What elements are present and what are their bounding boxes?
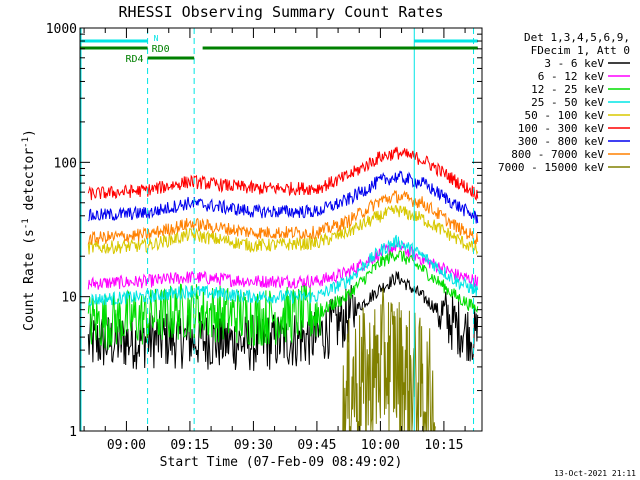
axis-layer: 1 10 100 1000 09:00 09:15 09:30 09:45 10:00 10:15 (46, 22, 482, 453)
legend-label-7000-15000-kev: 7000 - 15000 keV (498, 161, 604, 174)
legend-label-50-100-kev: 50 - 100 keV (525, 109, 605, 122)
series-800-7000-kev (87, 189, 479, 245)
y-tick-label-1000: 1000 (46, 22, 77, 37)
legend: Det 1,3,4,5,6,9, FDecim 1, Att 0 3 - 6 k… (498, 31, 630, 174)
legend-header-2: FDecim 1, Att 0 (531, 44, 630, 57)
series-3-6-kev (87, 270, 479, 371)
x-tick-label-1015: 10:15 (424, 438, 463, 453)
series-50-100-kev (87, 205, 479, 256)
series-6-12-kev (87, 239, 479, 290)
x-tick-label-0900: 09:00 (107, 438, 146, 453)
series-300-800-kev (87, 170, 479, 224)
legend-label-300-800-kev: 300 - 800 keV (518, 135, 604, 148)
legend-label-25-50-kev: 25 - 50 keV (531, 96, 604, 109)
timestamp: 13-Oct-2021 21:11 (554, 469, 636, 478)
flag-label-rd0: RD0 (152, 44, 170, 55)
legend-label-100-300-kev: 100 - 300 keV (518, 122, 604, 135)
y-tick-label-100: 100 (54, 156, 77, 171)
legend-label-800-7000-kev: 800 - 7000 keV (511, 148, 604, 161)
legend-label-3-6-kev: 3 - 6 keV (544, 57, 604, 70)
flag-label-rd4: RD4 (126, 54, 144, 65)
x-axis-label: Start Time (07-Feb-09 08:49:02) (160, 455, 403, 470)
plot-frame (79, 27, 483, 432)
series-25-50-kev (88, 234, 479, 307)
series-12-25-kev (87, 250, 479, 350)
x-tick-label-0915: 09:15 (170, 438, 209, 453)
flag-label-n: N (154, 34, 159, 43)
legend-label-12-25-kev: 12 - 25 keV (531, 83, 604, 96)
y-axis-label: Count Rate (s-1 detector-1) (21, 129, 37, 331)
series-100-300-kev (87, 146, 479, 201)
legend-label-6-12-kev: 6 - 12 keV (538, 70, 605, 83)
x-tick-label-0930: 09:30 (234, 438, 273, 453)
y-tick-label-10: 10 (61, 291, 77, 306)
legend-header-1: Det 1,3,4,5,6,9, (524, 31, 630, 44)
x-tick-label-0945: 09:45 (297, 438, 336, 453)
chart-title: RHESSI Observing Summary Count Rates (118, 3, 443, 21)
y-tick-label-1: 1 (69, 425, 77, 440)
series-layer (87, 146, 479, 433)
x-tick-label-1000: 10:00 (361, 438, 400, 453)
series-7000-15000-kev (342, 288, 436, 433)
